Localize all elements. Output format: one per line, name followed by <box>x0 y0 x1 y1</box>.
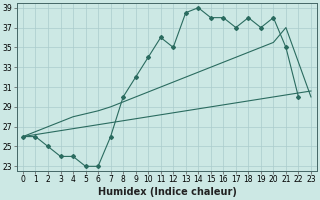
X-axis label: Humidex (Indice chaleur): Humidex (Indice chaleur) <box>98 187 236 197</box>
